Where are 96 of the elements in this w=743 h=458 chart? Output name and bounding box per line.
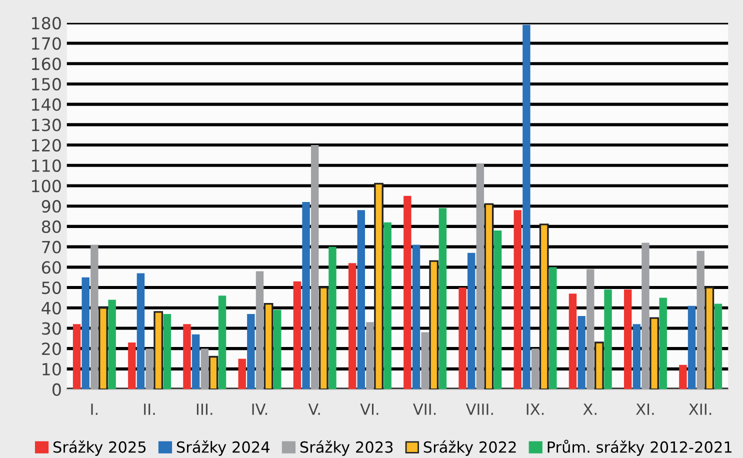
legend-label: Srážky 2025: [53, 440, 146, 456]
legend-label: Srážky 2023: [300, 440, 393, 456]
bar: [594, 342, 604, 390]
bar: [328, 246, 336, 390]
bar: [688, 306, 696, 390]
x-tick-label: III.: [196, 404, 212, 415]
bar: [476, 163, 484, 390]
bar: [494, 230, 502, 390]
y-tick-label: 120: [32, 138, 61, 152]
legend-label: Prům. srážky 2012-2021: [548, 440, 732, 456]
bar: [218, 296, 226, 390]
y-tick-label: 150: [32, 78, 61, 91]
bar: [98, 307, 108, 390]
bar: [642, 242, 650, 390]
legend-label: Srážky 2024: [176, 440, 270, 456]
y-tick-label: 160: [32, 58, 61, 70]
bar: [247, 314, 255, 390]
y-tick-label: 40: [42, 302, 61, 314]
y-tick-label: 130: [32, 118, 61, 132]
bar: [531, 348, 540, 390]
y-tick-label: 170: [32, 37, 61, 50]
x-tick-label: XII.: [688, 404, 712, 415]
bar: [659, 298, 667, 390]
x-tick-label: I.: [91, 404, 98, 415]
bar: [357, 210, 365, 390]
y-tick-label: 80: [42, 220, 61, 234]
y-tick-label: 100: [32, 180, 61, 192]
bar: [238, 358, 246, 390]
bar: [586, 269, 594, 390]
y-tick-label: 30: [42, 322, 61, 335]
bar: [183, 324, 191, 390]
bar: [704, 286, 714, 390]
y-tick-label: 0: [52, 383, 61, 396]
x-tick-label: IX.: [526, 404, 544, 415]
x-tick-label: VIII.: [466, 404, 493, 415]
bar: [624, 290, 632, 390]
bar: [318, 286, 328, 390]
y-tick-label: 90: [42, 200, 61, 213]
y-tick-label: 50: [42, 281, 61, 294]
bar: [650, 317, 659, 390]
bar: [293, 281, 302, 390]
bar: [200, 348, 208, 390]
bar: [549, 267, 557, 390]
bar: [108, 300, 116, 390]
y-tick-label: 60: [42, 261, 61, 274]
bar: [421, 332, 429, 390]
bar: [514, 210, 522, 390]
y-tick-label: 70: [42, 240, 61, 254]
bar: [384, 222, 392, 390]
bar: [136, 273, 145, 390]
bar: [310, 145, 319, 390]
bar: [302, 202, 310, 390]
bar: [264, 302, 274, 390]
x-tick-label: VI.: [360, 404, 378, 415]
x-tick-label: IV.: [252, 404, 268, 415]
bar: [429, 260, 439, 390]
bar: [522, 24, 530, 390]
bar: [192, 334, 200, 390]
bar: [632, 324, 641, 390]
y-tick-label: 180: [32, 16, 61, 30]
bar: [154, 311, 164, 390]
y-tick-label: 110: [32, 159, 61, 172]
bar: [72, 324, 81, 390]
bar: [412, 244, 420, 390]
bar: [146, 348, 154, 390]
bar: [82, 277, 90, 390]
y-tick-label: 140: [32, 98, 61, 111]
x-tick-label: X.: [583, 404, 596, 415]
bar: [404, 196, 412, 390]
x-tick-label: V.: [308, 404, 320, 415]
bar: [539, 224, 549, 390]
bar: [366, 322, 374, 390]
bar: [604, 290, 612, 390]
bar: [348, 263, 356, 390]
bar: [467, 252, 476, 390]
bar: [679, 364, 687, 390]
x-tick-label: VII.: [413, 404, 436, 415]
bar: [90, 244, 98, 390]
bar: [438, 208, 447, 390]
bar: [374, 182, 384, 390]
bar: [568, 294, 577, 390]
bar: [714, 304, 722, 390]
bar: [696, 250, 704, 390]
bar: [256, 271, 264, 390]
bar: [128, 342, 136, 390]
bar: [163, 314, 172, 390]
bar: [274, 310, 282, 390]
x-tick-label: II.: [144, 404, 155, 415]
legend-label: Srážky 2022: [424, 440, 516, 456]
x-tick-label: XI.: [636, 404, 654, 415]
bar: [484, 203, 494, 390]
y-tick-label: 10: [42, 362, 61, 376]
y-tick-label: 20: [42, 342, 61, 356]
bar: [208, 356, 218, 390]
bar: [578, 316, 586, 390]
bar: [458, 288, 466, 390]
